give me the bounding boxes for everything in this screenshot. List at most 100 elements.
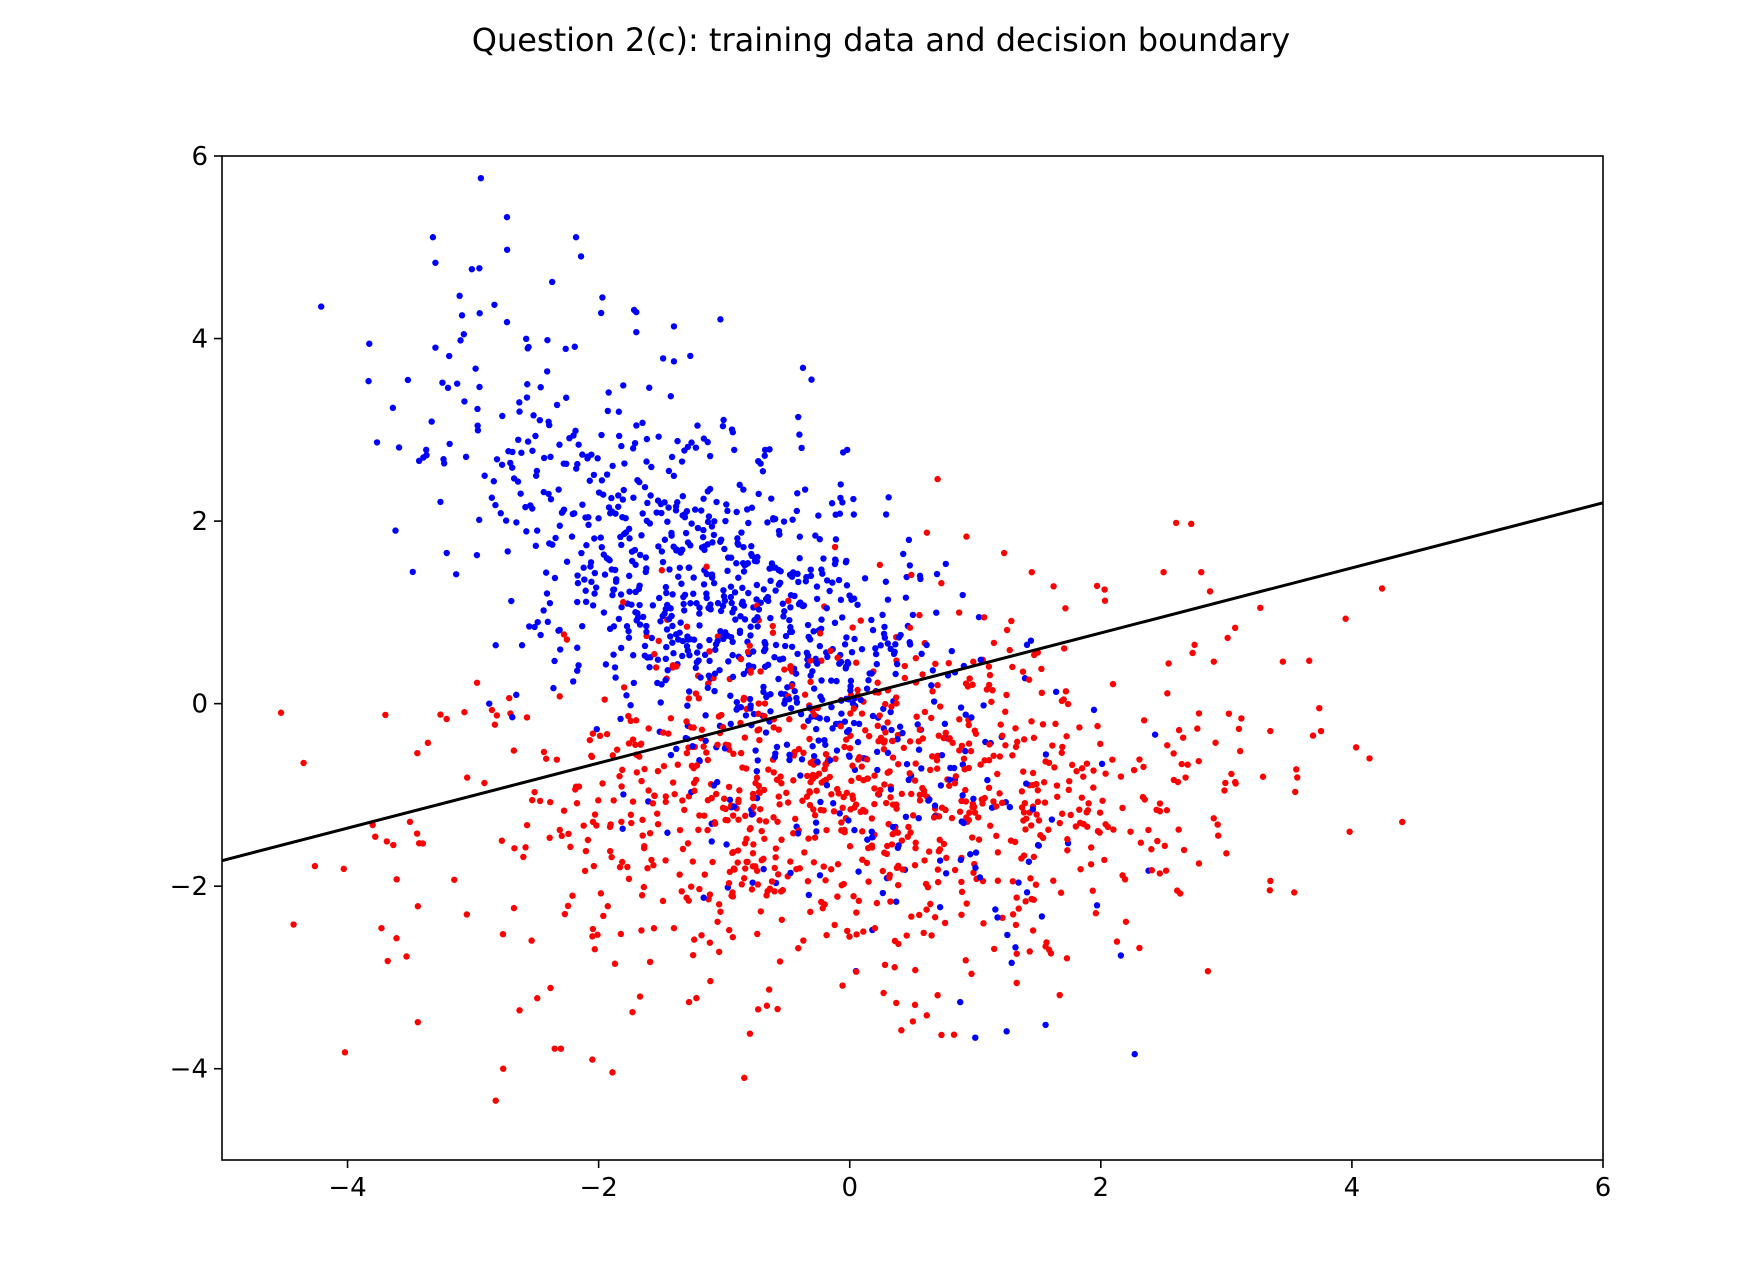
blue-point (627, 702, 634, 709)
blue-point (796, 431, 803, 438)
blue-point (795, 578, 802, 586)
blue-point (556, 441, 563, 448)
blue-point (786, 756, 793, 764)
blue-point (820, 555, 827, 562)
blue-point (462, 453, 470, 461)
red-point (800, 937, 807, 944)
red-point (830, 808, 838, 815)
red-point (912, 844, 919, 852)
red-point (886, 874, 893, 881)
red-point (781, 666, 788, 673)
red-point (719, 724, 727, 731)
blue-point (832, 557, 839, 565)
red-point (848, 777, 855, 785)
red-point (540, 748, 548, 756)
red-point (604, 903, 611, 910)
blue-point (975, 613, 983, 621)
red-point (729, 933, 736, 941)
red-point (964, 683, 972, 690)
red-point (711, 820, 719, 827)
blue-point (777, 690, 785, 697)
blue-point (317, 303, 325, 310)
red-point (1291, 889, 1298, 896)
blue-point (858, 645, 866, 653)
red-point (597, 890, 605, 897)
red-point (821, 765, 828, 773)
blue-point (530, 412, 537, 419)
blue-point (781, 642, 789, 650)
blue-point (877, 642, 884, 649)
red-point (831, 543, 839, 551)
red-point (1013, 894, 1020, 901)
blue-point (685, 564, 693, 571)
blue-point (742, 712, 750, 719)
red-point (934, 681, 941, 689)
red-point (816, 630, 824, 637)
red-point (765, 986, 773, 993)
red-point (1030, 853, 1038, 861)
blue-point (747, 623, 754, 630)
red-point (1039, 721, 1047, 728)
red-point (839, 982, 846, 989)
blue-point (782, 632, 790, 640)
red-point (627, 717, 634, 725)
blue-point (446, 440, 453, 448)
red-point (586, 736, 594, 744)
red-point (618, 818, 625, 825)
blue-point (895, 634, 903, 641)
red-point (1223, 850, 1230, 857)
blue-point (894, 736, 901, 743)
blue-point (787, 604, 794, 611)
red-point (1078, 765, 1086, 772)
red-point (966, 809, 973, 816)
red-point (906, 624, 914, 631)
blue-point (610, 651, 617, 658)
blue-point (728, 599, 735, 607)
blue-point (941, 720, 949, 728)
blue-point (815, 512, 822, 519)
blue-point (917, 575, 924, 583)
red-point (1206, 588, 1214, 595)
blue-point (625, 634, 633, 641)
red-point (1003, 626, 1011, 634)
red-point (1020, 817, 1027, 824)
y-tick-label: 6 (191, 142, 208, 172)
blue-point (967, 851, 974, 858)
red-point (811, 812, 819, 819)
blue-point (739, 584, 746, 592)
x-tick-label: 2 (1093, 1173, 1110, 1203)
red-point (580, 822, 587, 829)
blue-point (560, 460, 567, 467)
blue-point (812, 819, 820, 826)
blue-point (972, 849, 980, 856)
red-point (834, 861, 842, 868)
blue-point (673, 547, 680, 554)
red-point (754, 930, 761, 938)
red-point (858, 710, 866, 717)
red-point (800, 749, 807, 757)
red-point (589, 730, 597, 737)
blue-point (540, 607, 547, 614)
red-point (968, 970, 975, 977)
blue-point (486, 700, 493, 707)
red-point (823, 826, 830, 834)
blue-point (655, 594, 663, 602)
red-point (669, 779, 677, 786)
blue-point (629, 652, 637, 659)
blue-point (814, 758, 821, 765)
red-point (731, 866, 738, 873)
red-point (1062, 688, 1070, 695)
red-point (1257, 604, 1264, 611)
red-point (874, 790, 882, 798)
red-point (734, 847, 742, 854)
red-point (698, 932, 705, 939)
blue-point (795, 413, 802, 421)
red-point (924, 884, 932, 891)
red-point (853, 931, 860, 938)
blue-point (741, 616, 749, 623)
blue-point (497, 510, 504, 517)
red-point (940, 734, 947, 742)
blue-point (855, 868, 862, 875)
blue-point (915, 815, 922, 822)
red-point (730, 750, 737, 758)
